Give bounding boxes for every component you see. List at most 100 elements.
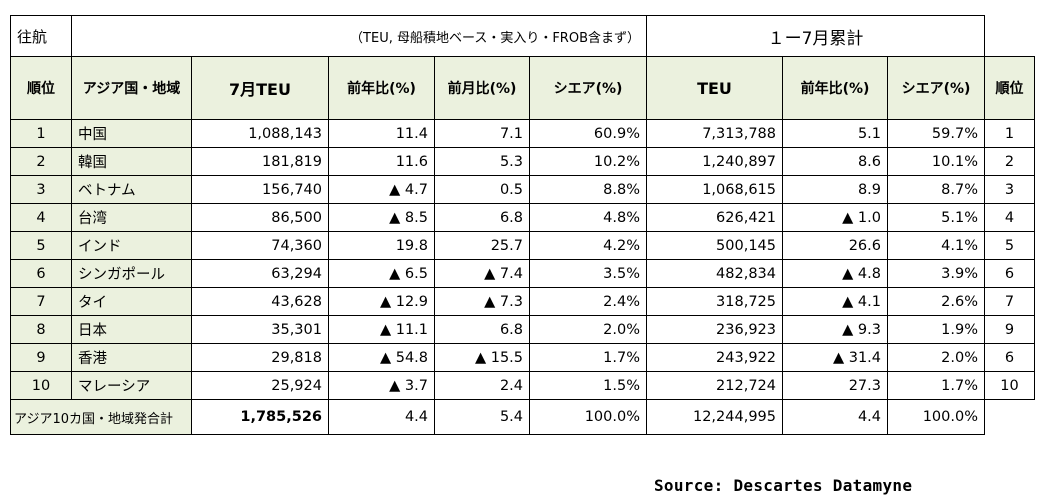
header-mom: 前月比(%) <box>434 56 530 120</box>
cell-cum-share: 8.7% <box>887 175 985 204</box>
cell-cum-teu: 1,068,615 <box>646 175 783 204</box>
cell-share: 10.2% <box>529 147 647 176</box>
cell-rank: 4 <box>10 203 72 232</box>
caption-route: 往航 <box>10 15 72 57</box>
cell-region: 日本 <box>71 315 192 344</box>
total-mom: 5.4 <box>434 399 530 435</box>
cell-share: 3.5% <box>529 259 647 288</box>
cell-cum-teu: 236,923 <box>646 315 783 344</box>
cell-rank: 9 <box>10 343 72 372</box>
cell-cum-share: 1.9% <box>887 315 985 344</box>
cell-share: 60.9% <box>529 119 647 148</box>
cell-cum-share: 4.1% <box>887 231 985 260</box>
cell-cum-yoy: 5.1 <box>782 119 888 148</box>
table-row: 6 シンガポール 63,294 ▲ 6.5 ▲ 7.4 3.5% 482,834 ▲ 4.8 3… <box>10 259 1035 288</box>
total-row: アジア10カ国・地域発合計 1,785,526 4.4 5.4 100.0% 1… <box>10 399 1035 435</box>
cell-cum-share: 59.7% <box>887 119 985 148</box>
cell-share: 1.5% <box>529 371 647 400</box>
cell-cum-rank: 5 <box>984 231 1035 260</box>
total-yoy: 4.4 <box>328 399 435 435</box>
cell-cum-rank: 3 <box>984 175 1035 204</box>
cell-region: インド <box>71 231 192 260</box>
cell-cum-yoy: ▲ 4.1 <box>782 287 888 316</box>
cell-cum-share: 10.1% <box>887 147 985 176</box>
cell-share: 2.0% <box>529 315 647 344</box>
cell-teu: 74,360 <box>191 231 329 260</box>
cell-cum-rank: 10 <box>984 371 1035 400</box>
total-cum-teu: 12,244,995 <box>646 399 783 435</box>
cell-cum-rank: 6 <box>984 259 1035 288</box>
cell-cum-share: 1.7% <box>887 371 985 400</box>
caption-cumulative: １ー7月累計 <box>646 15 985 57</box>
cell-teu: 29,818 <box>191 343 329 372</box>
cell-region: タイ <box>71 287 192 316</box>
cell-region: シンガポール <box>71 259 192 288</box>
table-row: 9 香港 29,818 ▲ 54.8 ▲ 15.5 1.7% 243,922 ▲ 31.4 2.… <box>10 343 1035 372</box>
cell-yoy: ▲ 3.7 <box>328 371 435 400</box>
cell-cum-teu: 500,145 <box>646 231 783 260</box>
cell-mom: ▲ 7.3 <box>434 287 530 316</box>
cell-share: 4.2% <box>529 231 647 260</box>
cell-region: 香港 <box>71 343 192 372</box>
cell-mom: 2.4 <box>434 371 530 400</box>
header-yoy-cum: 前年比(%) <box>782 56 888 120</box>
caption-unit-note: （TEU, 母船積地ベース・実入り・FROB含まず） <box>71 15 647 57</box>
cell-teu: 156,740 <box>191 175 329 204</box>
cell-share: 1.7% <box>529 343 647 372</box>
cell-share: 2.4% <box>529 287 647 316</box>
table-row: 1 中国 1,088,143 11.4 7.1 60.9% 7,313,788 5.1 59.7… <box>10 119 1035 148</box>
cell-cum-teu: 1,240,897 <box>646 147 783 176</box>
cell-mom: ▲ 15.5 <box>434 343 530 372</box>
cell-yoy: 19.8 <box>328 231 435 260</box>
cell-mom: ▲ 7.4 <box>434 259 530 288</box>
cell-yoy: ▲ 11.1 <box>328 315 435 344</box>
header-yoy: 前年比(%) <box>328 56 435 120</box>
table-row: 4 台湾 86,500 ▲ 8.5 6.8 4.8% 626,421 ▲ 1.0 5.1% 4 <box>10 203 1035 232</box>
cell-region: マレーシア <box>71 371 192 400</box>
cell-cum-teu: 212,724 <box>646 371 783 400</box>
total-share: 100.0% <box>529 399 647 435</box>
cell-share: 4.8% <box>529 203 647 232</box>
header-teu-month: 7月TEU <box>191 56 329 120</box>
table-row: 5 インド 74,360 19.8 25.7 4.2% 500,145 26.6 4.1% 5 <box>10 231 1035 260</box>
cell-rank: 3 <box>10 175 72 204</box>
cell-cum-rank: 9 <box>984 315 1035 344</box>
cell-cum-yoy: 26.6 <box>782 231 888 260</box>
cell-cum-teu: 482,834 <box>646 259 783 288</box>
total-teu: 1,785,526 <box>191 399 329 435</box>
total-empty <box>985 400 1035 435</box>
table-row: 7 タイ 43,628 ▲ 12.9 ▲ 7.3 2.4% 318,725 ▲ 4.1 2.6%… <box>10 287 1035 316</box>
cell-rank: 2 <box>10 147 72 176</box>
cell-cum-rank: 6 <box>984 343 1035 372</box>
cell-rank: 8 <box>10 315 72 344</box>
cell-cum-yoy: ▲ 1.0 <box>782 203 888 232</box>
cell-teu: 43,628 <box>191 287 329 316</box>
cell-rank: 1 <box>10 119 72 148</box>
cell-cum-teu: 626,421 <box>646 203 783 232</box>
cell-cum-rank: 2 <box>984 147 1035 176</box>
teu-table: 往航 （TEU, 母船積地ベース・実入り・FROB含まず） １ー7月累計 順位 … <box>10 15 1035 435</box>
table-row: 2 韓国 181,819 11.6 5.3 10.2% 1,240,897 8.6 10.1% 2 <box>10 147 1035 176</box>
cell-cum-rank: 7 <box>984 287 1035 316</box>
cell-cum-teu: 243,922 <box>646 343 783 372</box>
cell-region: ベトナム <box>71 175 192 204</box>
cell-rank: 10 <box>10 371 72 400</box>
cell-rank: 6 <box>10 259 72 288</box>
cell-region: 韓国 <box>71 147 192 176</box>
total-cum-yoy: 4.4 <box>782 399 888 435</box>
cell-rank: 7 <box>10 287 72 316</box>
cell-mom: 7.1 <box>434 119 530 148</box>
cell-yoy: 11.4 <box>328 119 435 148</box>
cell-teu: 181,819 <box>191 147 329 176</box>
table-row: 3 ベトナム 156,740 ▲ 4.7 0.5 8.8% 1,068,615 8.9 8.7%… <box>10 175 1035 204</box>
cell-mom: 6.8 <box>434 315 530 344</box>
cell-cum-share: 2.0% <box>887 343 985 372</box>
cell-cum-yoy: ▲ 4.8 <box>782 259 888 288</box>
cell-region: 台湾 <box>71 203 192 232</box>
cell-cum-share: 3.9% <box>887 259 985 288</box>
cell-cum-share: 5.1% <box>887 203 985 232</box>
cell-cum-yoy: 8.9 <box>782 175 888 204</box>
cell-teu: 86,500 <box>191 203 329 232</box>
total-cum-share: 100.0% <box>887 399 985 435</box>
cell-yoy: ▲ 54.8 <box>328 343 435 372</box>
